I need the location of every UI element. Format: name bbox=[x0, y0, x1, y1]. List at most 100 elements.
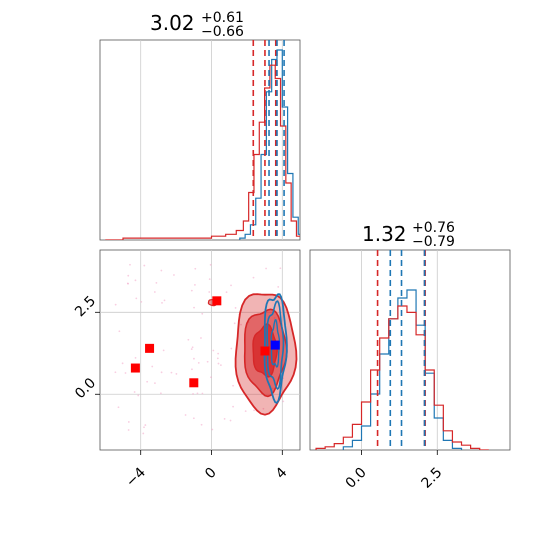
scatter-point bbox=[262, 407, 265, 410]
scatter-point bbox=[117, 406, 120, 409]
red-marker bbox=[260, 346, 270, 356]
scatter-point bbox=[161, 301, 163, 304]
scatter-point bbox=[223, 417, 226, 420]
x-tick-label: 4 bbox=[273, 465, 291, 483]
scatter-point bbox=[277, 286, 280, 288]
scatter-point bbox=[153, 291, 156, 293]
scatter-point bbox=[225, 291, 228, 294]
scatter-point bbox=[232, 405, 234, 408]
scatter-point bbox=[197, 362, 200, 364]
panel-bottom-right-frame bbox=[309, 249, 511, 451]
scatter-point bbox=[282, 400, 285, 403]
scatter-point bbox=[187, 338, 190, 341]
scatter-point bbox=[208, 291, 211, 293]
scatter-point bbox=[192, 417, 195, 420]
scatter-point bbox=[212, 349, 215, 352]
scatter-point bbox=[208, 278, 211, 281]
title-bottom-right-plus: +0.76 bbox=[412, 220, 455, 236]
title-top-left-minus: −0.66 bbox=[201, 24, 244, 40]
red-marker bbox=[145, 343, 155, 353]
scatter-point bbox=[200, 337, 202, 339]
scatter-point bbox=[232, 384, 234, 387]
x-tick-label: 0 bbox=[202, 465, 220, 483]
scatter-point bbox=[159, 392, 162, 395]
scatter-point bbox=[175, 373, 178, 375]
x-tick-label: 2.5 bbox=[418, 465, 445, 492]
red-marker bbox=[189, 378, 199, 388]
scatter-point bbox=[163, 299, 166, 302]
scatter-point bbox=[173, 274, 175, 276]
scatter-point bbox=[155, 281, 158, 284]
scatter-point bbox=[160, 371, 163, 374]
scatter-point bbox=[211, 428, 214, 431]
scatter-point bbox=[209, 263, 212, 266]
hist-top-left-blue bbox=[239, 49, 300, 240]
title-top-left-plus: +0.61 bbox=[201, 10, 244, 26]
scatter-point bbox=[234, 307, 237, 309]
scatter-point bbox=[230, 284, 232, 287]
scatter-point bbox=[137, 394, 140, 397]
scatter-point bbox=[135, 297, 138, 300]
scatter-point bbox=[162, 349, 165, 352]
scatter-point bbox=[170, 371, 173, 374]
scatter-point bbox=[194, 267, 197, 270]
scatter-point bbox=[142, 432, 145, 435]
scatter-point bbox=[126, 282, 129, 285]
scatter-point bbox=[160, 269, 163, 272]
y-tick-label: 2.5 bbox=[72, 293, 99, 320]
scatter-point bbox=[194, 283, 196, 286]
scatter-point bbox=[114, 303, 117, 306]
scatter-point bbox=[279, 267, 282, 270]
scatter-point bbox=[230, 347, 233, 350]
scatter-point bbox=[134, 356, 137, 359]
scatter-point bbox=[114, 371, 117, 374]
scatter-point bbox=[210, 376, 212, 379]
scatter-point bbox=[127, 421, 130, 423]
scatter-point bbox=[233, 322, 236, 325]
panel-top-left-frame bbox=[99, 39, 301, 241]
scatter-point bbox=[192, 393, 194, 395]
scatter-point bbox=[201, 392, 204, 395]
scatter-point bbox=[129, 263, 131, 266]
scatter-point bbox=[143, 426, 145, 429]
scatter-point bbox=[133, 391, 136, 393]
scatter-point bbox=[184, 414, 187, 416]
scatter-point bbox=[191, 368, 193, 371]
scatter-point bbox=[216, 357, 219, 360]
red-marker bbox=[130, 363, 140, 373]
hist-bottom-right-red bbox=[315, 305, 489, 450]
scatter-point bbox=[151, 365, 154, 368]
scatter-point bbox=[265, 267, 267, 270]
blue-marker bbox=[270, 340, 280, 350]
scatter-point bbox=[206, 360, 209, 363]
scatter-point bbox=[219, 364, 222, 367]
scatter-point bbox=[193, 357, 195, 360]
scatter-point bbox=[121, 362, 124, 365]
panel-bottom-left-frame bbox=[99, 249, 301, 451]
panel-bottom-left: −4 0 4 0.0 2.5 bbox=[72, 249, 301, 491]
scatter-point bbox=[217, 362, 220, 365]
scatter-point bbox=[201, 312, 204, 315]
scatter-point bbox=[229, 419, 232, 422]
scatter-point bbox=[190, 348, 193, 350]
scatter-point bbox=[124, 372, 127, 374]
scatter-point bbox=[193, 306, 195, 309]
contour-blue-outer bbox=[263, 293, 288, 405]
scatter-point bbox=[196, 392, 199, 395]
scatter-point bbox=[252, 276, 255, 279]
scatter-point bbox=[127, 429, 130, 431]
red-marker bbox=[212, 296, 222, 306]
x-tick-label: −4 bbox=[123, 465, 149, 491]
scatter-point bbox=[140, 300, 143, 303]
contour-blue-middle bbox=[266, 300, 285, 391]
scatter-point bbox=[143, 264, 146, 267]
x-tick-label: 0.0 bbox=[343, 465, 370, 492]
title-bottom-right: 1.32 bbox=[362, 222, 407, 246]
scatter-point bbox=[191, 346, 194, 349]
scatter-point bbox=[154, 382, 156, 385]
scatter-point bbox=[200, 423, 203, 426]
y-tick-label: 0.0 bbox=[72, 375, 99, 402]
scatter-point bbox=[253, 409, 255, 412]
panel-top-left: 3.02 +0.61 −0.66 bbox=[99, 10, 301, 241]
scatter-point bbox=[244, 410, 247, 413]
